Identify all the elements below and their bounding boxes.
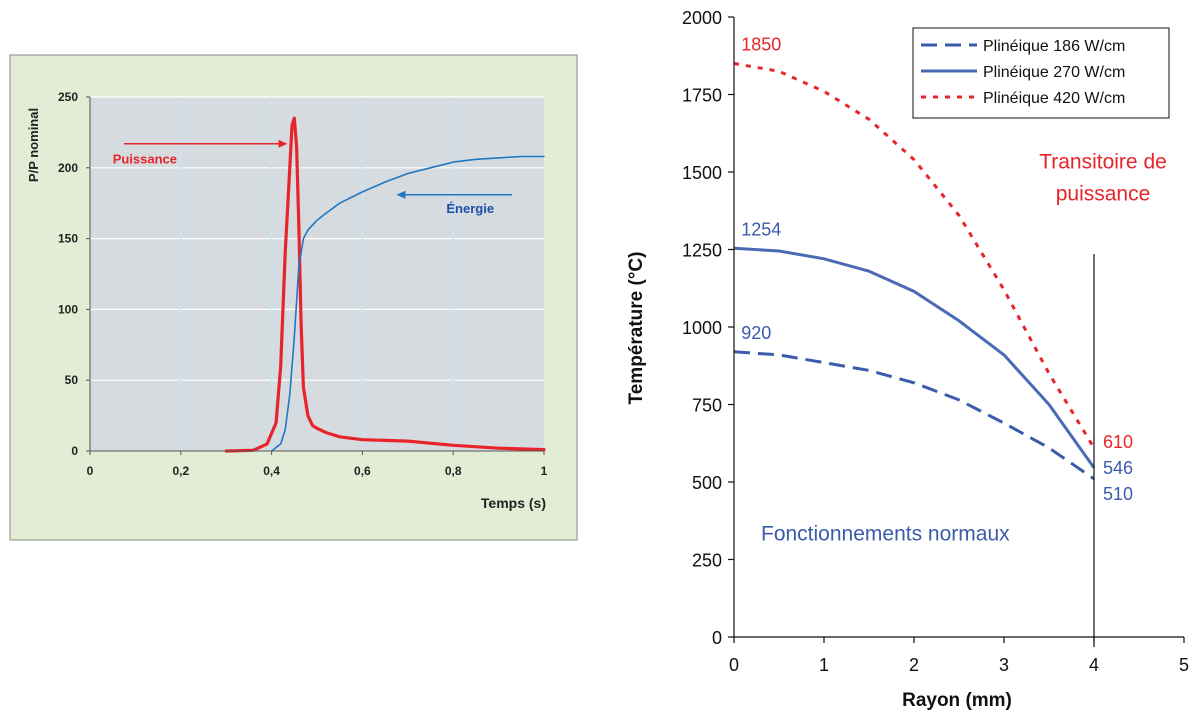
series-line-puissance <box>224 116 546 453</box>
y-tick-label: 2000 <box>682 8 722 28</box>
x-tick-label: 3 <box>999 655 1009 675</box>
y-tick-label: 200 <box>58 161 78 175</box>
y-tick-label: 250 <box>58 90 78 104</box>
y-tick-label: 1750 <box>682 86 722 106</box>
energie-arrowhead <box>396 190 406 199</box>
y-tick-label: 750 <box>692 396 722 416</box>
legend: Plinéique 186 W/cm Plinéique 270 W/cm Plin… <box>912 27 1170 119</box>
x-tick-label: 2 <box>909 655 919 675</box>
temperature-radius-chart: 0 1 2 3 4 5 0 250 500 750 1000 1250 1500 1750 2000 Te… <box>626 8 1189 711</box>
grid <box>90 96 544 451</box>
value-label: 510 <box>1103 484 1133 504</box>
y-tick-label: 100 <box>58 302 78 316</box>
axes <box>86 96 545 455</box>
x-axis-label: Rayon (mm) <box>902 690 1012 711</box>
y-tick-label: 0 <box>71 444 78 458</box>
annotations: Puissance Énergie <box>113 139 513 216</box>
y-tick-label: 500 <box>692 473 722 493</box>
x-axis-label: Temps (s) <box>481 495 546 511</box>
annotation-transitoire-line1: Transitoire de <box>1039 151 1167 174</box>
annotation-puissance: Puissance <box>113 152 177 167</box>
x-tick-label: 0,2 <box>172 464 189 478</box>
puissance-arrowhead <box>278 139 288 148</box>
x-tick-labels: 0 0,2 0,4 0,6 0,8 1 <box>87 464 548 478</box>
x-tick-label: 0 <box>87 464 94 478</box>
value-labels: 1850 1254 920 610 546 510 <box>741 35 1133 505</box>
annotation-energie: Énergie <box>446 201 494 216</box>
value-label: 1254 <box>741 219 781 239</box>
y-tick-label: 50 <box>65 373 79 387</box>
series-line-plineique-420-w-cm <box>733 62 1096 449</box>
series-line-plineique-186-w-cm <box>733 350 1095 481</box>
x-tick-label: 1 <box>541 464 548 478</box>
value-label: 1850 <box>741 35 781 55</box>
x-tick-label: 5 <box>1179 655 1189 675</box>
value-label: 610 <box>1103 432 1133 452</box>
annotations: Transitoire de puissance Fonctionnements n… <box>761 151 1167 546</box>
annotation-transitoire-line2: puissance <box>1056 183 1151 206</box>
x-tick-labels: 0 1 2 3 4 5 <box>729 655 1189 675</box>
y-tick-label: 150 <box>58 232 78 246</box>
series-line-plineique-270-w-cm <box>733 246 1096 469</box>
y-tick-labels: 0 50 100 150 200 250 <box>58 90 78 458</box>
plot-area <box>90 97 544 451</box>
x-tick-label: 0,8 <box>445 464 462 478</box>
y-tick-label: 1000 <box>682 318 722 338</box>
legend-label: Plinéique 420 W/cm <box>983 90 1125 107</box>
y-tick-label: 1250 <box>682 241 722 261</box>
legend-label: Plinéique 186 W/cm <box>983 38 1125 55</box>
y-tick-label: 0 <box>712 628 722 648</box>
x-tick-label: 1 <box>819 655 829 675</box>
x-tick-label: 4 <box>1089 655 1099 675</box>
value-label: 546 <box>1103 458 1133 478</box>
x-tick-label: 0,4 <box>263 464 280 478</box>
series-group <box>733 62 1096 481</box>
series-line-energie <box>270 155 545 452</box>
x-tick-label: 0 <box>729 655 739 675</box>
y-axis-label: P/P nominal <box>26 108 41 182</box>
series-group <box>224 116 546 453</box>
y-tick-label: 250 <box>692 551 722 571</box>
y-axis-label: Température (°C) <box>626 252 647 405</box>
legend-box <box>912 27 1170 119</box>
value-label: 920 <box>741 323 771 343</box>
annotation-fonctionnements-normaux: Fonctionnements normaux <box>761 523 1010 546</box>
axes <box>728 16 1185 643</box>
y-tick-label: 1500 <box>682 163 722 183</box>
x-tick-label: 0,6 <box>354 464 371 478</box>
y-tick-labels: 0 250 500 750 1000 1250 1500 1750 2000 <box>682 8 722 648</box>
power-energy-chart: 0 0,2 0,4 0,6 0,8 1 0 50 100 150 200 250 P/P nomin… <box>9 54 578 541</box>
legend-label: Plinéique 270 W/cm <box>983 64 1125 81</box>
